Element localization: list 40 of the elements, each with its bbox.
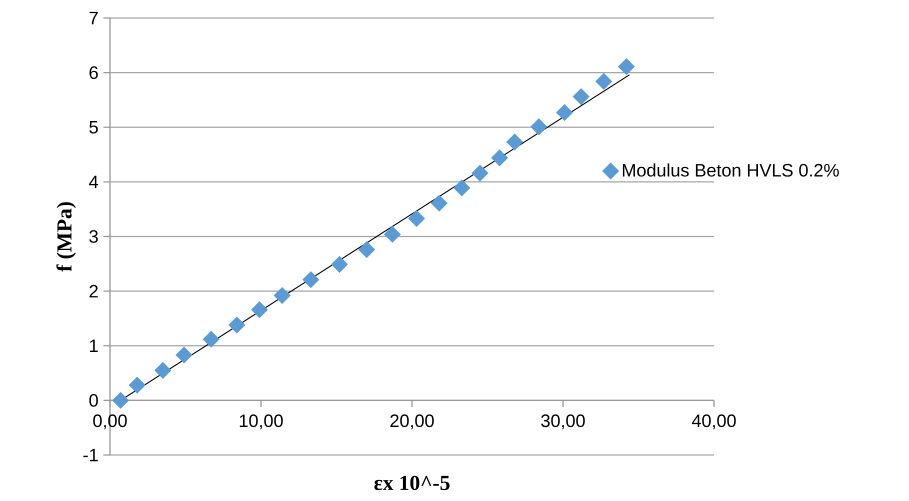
point bbox=[128, 376, 146, 394]
y-tick-label: 3 bbox=[89, 230, 98, 243]
y-tick-label: 4 bbox=[89, 176, 98, 188]
point bbox=[202, 330, 220, 348]
x-tick-label: 20,00 bbox=[390, 414, 434, 430]
point bbox=[556, 104, 573, 121]
y-tick-label: -1 bbox=[83, 448, 98, 462]
point bbox=[302, 271, 320, 288]
x-axis-title: εx 10^-5 bbox=[374, 476, 450, 490]
point bbox=[228, 316, 246, 334]
y-tick-label: 6 bbox=[90, 66, 98, 79]
point bbox=[506, 134, 524, 150]
y-tick-label: 2 bbox=[90, 284, 98, 298]
x-tick-label: 0,00 bbox=[93, 414, 127, 430]
point bbox=[274, 287, 291, 304]
point bbox=[408, 210, 425, 227]
y-tick-label: 0 bbox=[89, 394, 98, 407]
point bbox=[358, 241, 376, 258]
y-axis-title: f (MPa) bbox=[56, 202, 76, 272]
point bbox=[251, 301, 268, 318]
legend-label: Modulus Beton HVLS 0.2% bbox=[622, 163, 839, 177]
point bbox=[453, 180, 470, 196]
y-tick-label: 7 bbox=[90, 12, 98, 24]
x-tick-label: 40,00 bbox=[692, 414, 736, 430]
point bbox=[176, 346, 192, 364]
point bbox=[384, 226, 401, 243]
point bbox=[595, 72, 612, 90]
point bbox=[530, 118, 548, 136]
point bbox=[472, 164, 488, 182]
point bbox=[112, 392, 129, 409]
point bbox=[331, 256, 348, 273]
point bbox=[572, 88, 590, 106]
x-tick-label: 30,00 bbox=[541, 414, 585, 430]
point bbox=[154, 362, 172, 379]
point bbox=[491, 149, 508, 166]
x-tick-label: 10,00 bbox=[240, 414, 283, 430]
y-tick-label: 1 bbox=[90, 340, 98, 352]
point bbox=[430, 194, 448, 212]
point bbox=[618, 58, 635, 75]
y-tick-label: 5 bbox=[89, 120, 98, 134]
